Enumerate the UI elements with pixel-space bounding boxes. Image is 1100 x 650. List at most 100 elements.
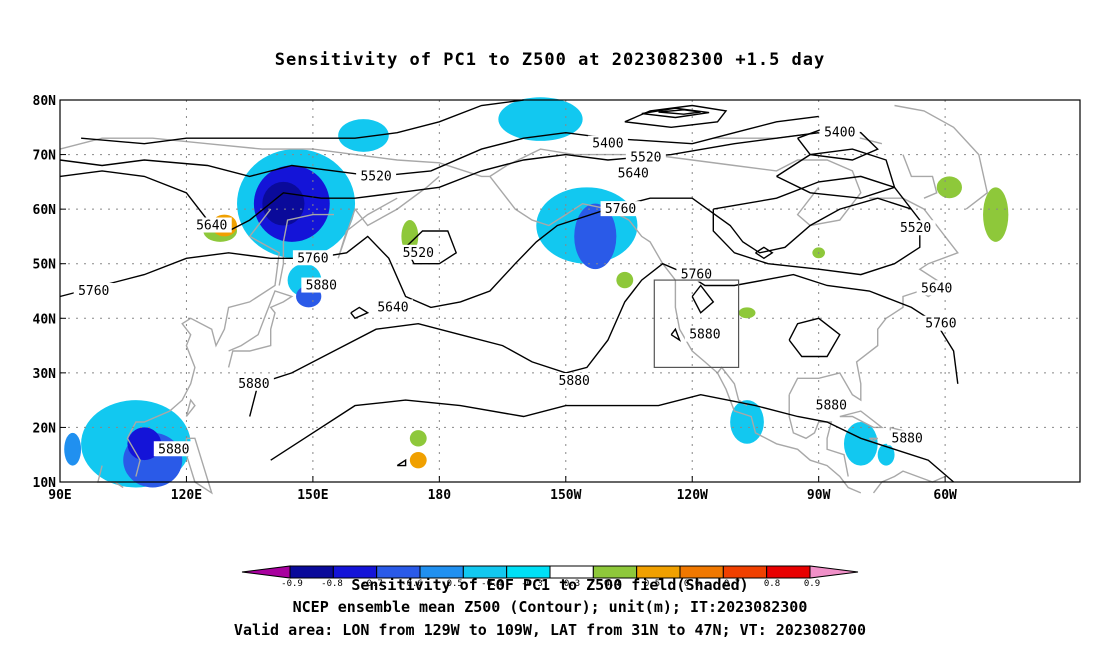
contour-label: 5880 bbox=[816, 399, 847, 414]
sensitivity-patch bbox=[983, 187, 1009, 242]
contour-label: 5880 bbox=[238, 377, 269, 392]
contour-label-bg bbox=[153, 441, 194, 457]
contour-label: 5880 bbox=[158, 442, 189, 457]
contour-label-bg bbox=[587, 135, 628, 151]
sensitivity-patch bbox=[574, 203, 617, 270]
sensitivity-patch bbox=[409, 451, 427, 469]
map-frame bbox=[59, 99, 1081, 483]
contour-label: 5760 bbox=[605, 202, 636, 217]
lon-tick-label: 120E bbox=[171, 488, 202, 503]
colorbar-tick-label: 0.8 bbox=[764, 579, 780, 589]
colorbar-tick-label: 0.4 bbox=[604, 579, 620, 589]
sensitivity-patch bbox=[262, 181, 305, 226]
contour-label-bg bbox=[625, 149, 666, 165]
sensitivity-patch bbox=[401, 220, 419, 253]
footer-line-1: Sensitivity of EOF PC1 to Z500 field(Sha… bbox=[351, 576, 749, 594]
sensitivity-patch bbox=[877, 443, 895, 466]
contour-label: 5880 bbox=[689, 328, 720, 343]
contour-label-bg bbox=[292, 250, 333, 266]
contour-label-bg bbox=[554, 373, 595, 389]
coastline bbox=[337, 175, 440, 259]
valid-area-rect bbox=[653, 279, 740, 369]
colorbar-tick-label: 0.3 bbox=[564, 579, 580, 589]
z500-contour bbox=[81, 99, 524, 145]
lon-tick-label: 60W bbox=[933, 488, 957, 503]
colorbar-tick-label: 0.6 bbox=[684, 579, 700, 589]
z500-contour bbox=[658, 109, 701, 115]
contour-label: 5880 bbox=[306, 279, 337, 294]
z500-contour bbox=[350, 306, 370, 320]
contour-label: 5520 bbox=[630, 150, 661, 165]
coastline bbox=[716, 366, 748, 407]
coastline bbox=[902, 154, 938, 199]
z500-contour bbox=[691, 284, 715, 314]
sensitivity-patch bbox=[738, 307, 756, 319]
coastline bbox=[894, 104, 989, 210]
contour-label-bg bbox=[916, 280, 957, 296]
contour-label: 5640 bbox=[377, 300, 408, 315]
colorbar-tick-label: -0.6 bbox=[401, 579, 423, 589]
contour-label-bg bbox=[613, 165, 654, 181]
contour-label: 5760 bbox=[78, 284, 109, 299]
z500-contour bbox=[670, 327, 682, 342]
lat-tick-label: 10N bbox=[33, 476, 57, 491]
z500-contour bbox=[270, 393, 955, 483]
coastline bbox=[788, 197, 959, 402]
colorbar-tick-label: 0.9 bbox=[804, 579, 820, 589]
colorbar-tick-label: -0.9 bbox=[281, 579, 303, 589]
coastline bbox=[278, 213, 334, 286]
lat-tick-label: 60N bbox=[33, 203, 57, 218]
coastline bbox=[489, 148, 862, 227]
contour-label: 5520 bbox=[403, 246, 434, 261]
lat-tick-label: 30N bbox=[33, 367, 57, 382]
coastline bbox=[868, 437, 879, 442]
lon-tick-label: 90E bbox=[48, 488, 71, 503]
z500-contour bbox=[712, 175, 921, 276]
z500-contour bbox=[249, 262, 959, 417]
contour-label-bg bbox=[356, 168, 397, 184]
coastline bbox=[489, 175, 862, 494]
colorbar: -0.9 -0.8 -0.7 -0.6 -0.5 -0.4 -0.3 0.3 0.4 0.5 0.6… bbox=[241, 565, 859, 589]
z500-contour bbox=[624, 104, 728, 129]
colorbar-tick-label: 0.7 bbox=[724, 579, 740, 589]
sensitivity-patch bbox=[936, 176, 962, 199]
contour-label-bg bbox=[233, 375, 274, 391]
lat-tick-label: 80N bbox=[33, 94, 57, 109]
contour-label: 5400 bbox=[824, 126, 855, 141]
coastline bbox=[227, 290, 294, 368]
contour-label-bg bbox=[398, 244, 439, 260]
z500-contour bbox=[396, 458, 407, 467]
contour-label: 5520 bbox=[900, 221, 931, 236]
contour-label: 5400 bbox=[592, 137, 623, 152]
colorbar-tick-label: 0.5 bbox=[644, 579, 660, 589]
z500-contour bbox=[776, 148, 896, 199]
contour-label-bg bbox=[887, 430, 928, 446]
z500-contour bbox=[59, 115, 819, 178]
sensitivity-patch bbox=[616, 271, 634, 289]
lon-tick-label: 150W bbox=[550, 488, 581, 503]
contour-label-bg bbox=[895, 220, 936, 236]
z500-contour bbox=[641, 107, 710, 119]
contour-label-bg bbox=[676, 266, 717, 282]
contour-label-bg bbox=[600, 201, 641, 217]
footer-line-3: Valid area: LON from 129W to 109W, LAT f… bbox=[233, 621, 867, 639]
contour-label-bg bbox=[73, 283, 114, 298]
contour-label: 5520 bbox=[360, 169, 391, 184]
contour-label-bg bbox=[191, 217, 232, 233]
contour-label-bg bbox=[811, 397, 852, 413]
lat-tick-label: 40N bbox=[33, 312, 57, 327]
contour-label: 5640 bbox=[618, 167, 649, 182]
sensitivity-patch bbox=[409, 430, 427, 447]
z500-contour bbox=[59, 197, 912, 309]
colorbar-tick-label: -0.3 bbox=[521, 579, 543, 589]
colorbar-tick-label: -0.4 bbox=[481, 579, 503, 589]
lat-tick-label: 20N bbox=[33, 421, 57, 436]
contour-labels: 5400 5520 5400 5640 5520 5760 5640 5520 5520 5760… bbox=[73, 124, 961, 457]
z500-contour bbox=[755, 246, 774, 260]
lat-tick-label: 50N bbox=[33, 258, 57, 273]
z500-contour bbox=[404, 230, 458, 265]
lon-tick-label: 150E bbox=[297, 488, 328, 503]
